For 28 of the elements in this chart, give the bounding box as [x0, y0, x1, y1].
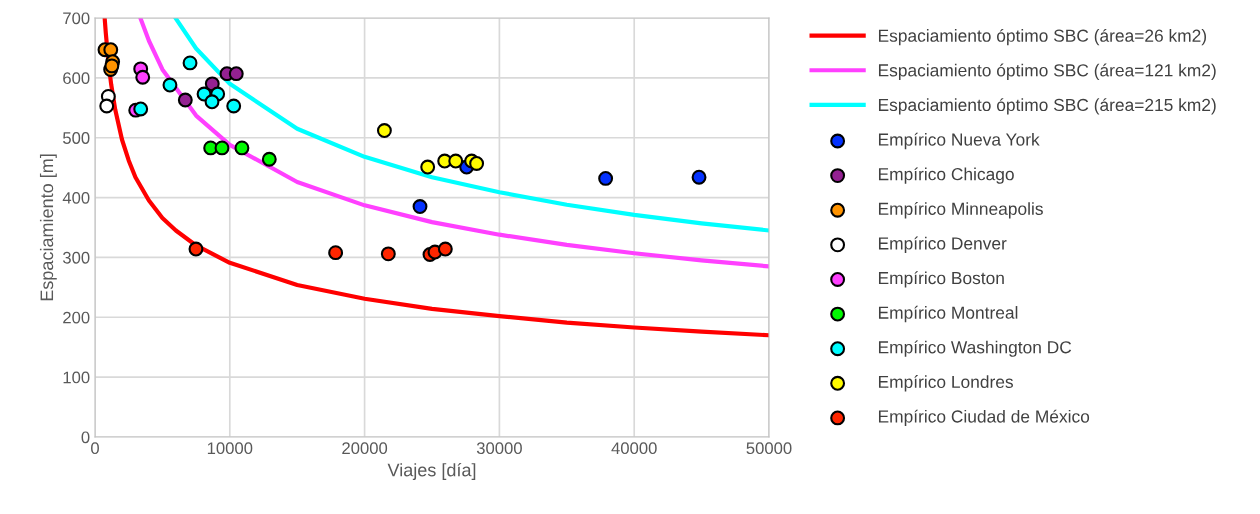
legend-label: Espaciamiento óptimo SBC (área=121 km2) — [878, 63, 1216, 80]
x-tick-label: 20000 — [342, 442, 388, 455]
legend-label: Empírico Ciudad de México — [878, 409, 1090, 427]
legend-label: Espaciamiento óptimo SBC (área=215 km2) — [878, 98, 1216, 115]
x-axis-title: Viajes [día] — [387, 462, 476, 480]
legend-label: Empírico Minneapolis — [878, 202, 1043, 219]
legend-label: Empírico Boston — [878, 271, 1004, 288]
y-tick-label: 500 — [63, 132, 90, 144]
x-tick-label: 30000 — [476, 442, 522, 455]
x-tick-label: 50000 — [746, 442, 792, 455]
legend-label: Empírico Washington DC — [878, 340, 1072, 357]
legend-label: Empírico Chicago — [878, 167, 1014, 184]
y-tick-label: 200 — [63, 311, 90, 324]
x-tick-label: 0 — [91, 442, 99, 455]
y-tick-label: 0 — [81, 431, 90, 444]
y-tick-label: 400 — [62, 191, 90, 204]
y-tick-label: 100 — [63, 371, 90, 384]
x-tick-label: 10000 — [207, 442, 253, 455]
legend-label: Empírico Londres — [878, 375, 1013, 392]
y-tick-label: 600 — [63, 72, 90, 85]
x-tick-label: 40000 — [611, 442, 657, 455]
legend-label: Empírico Montreal — [878, 305, 1018, 323]
legend-label: Espaciamiento óptimo SBC (área=26 km2) — [878, 28, 1207, 46]
y-tick-label: 300 — [62, 251, 90, 264]
y-axis-title: Espaciamiento [m] — [39, 154, 57, 301]
legend-label: Empírico Denver — [878, 236, 1007, 253]
legend-label: Empírico Nueva York — [878, 132, 1040, 150]
y-tick-label: 700 — [63, 12, 90, 25]
